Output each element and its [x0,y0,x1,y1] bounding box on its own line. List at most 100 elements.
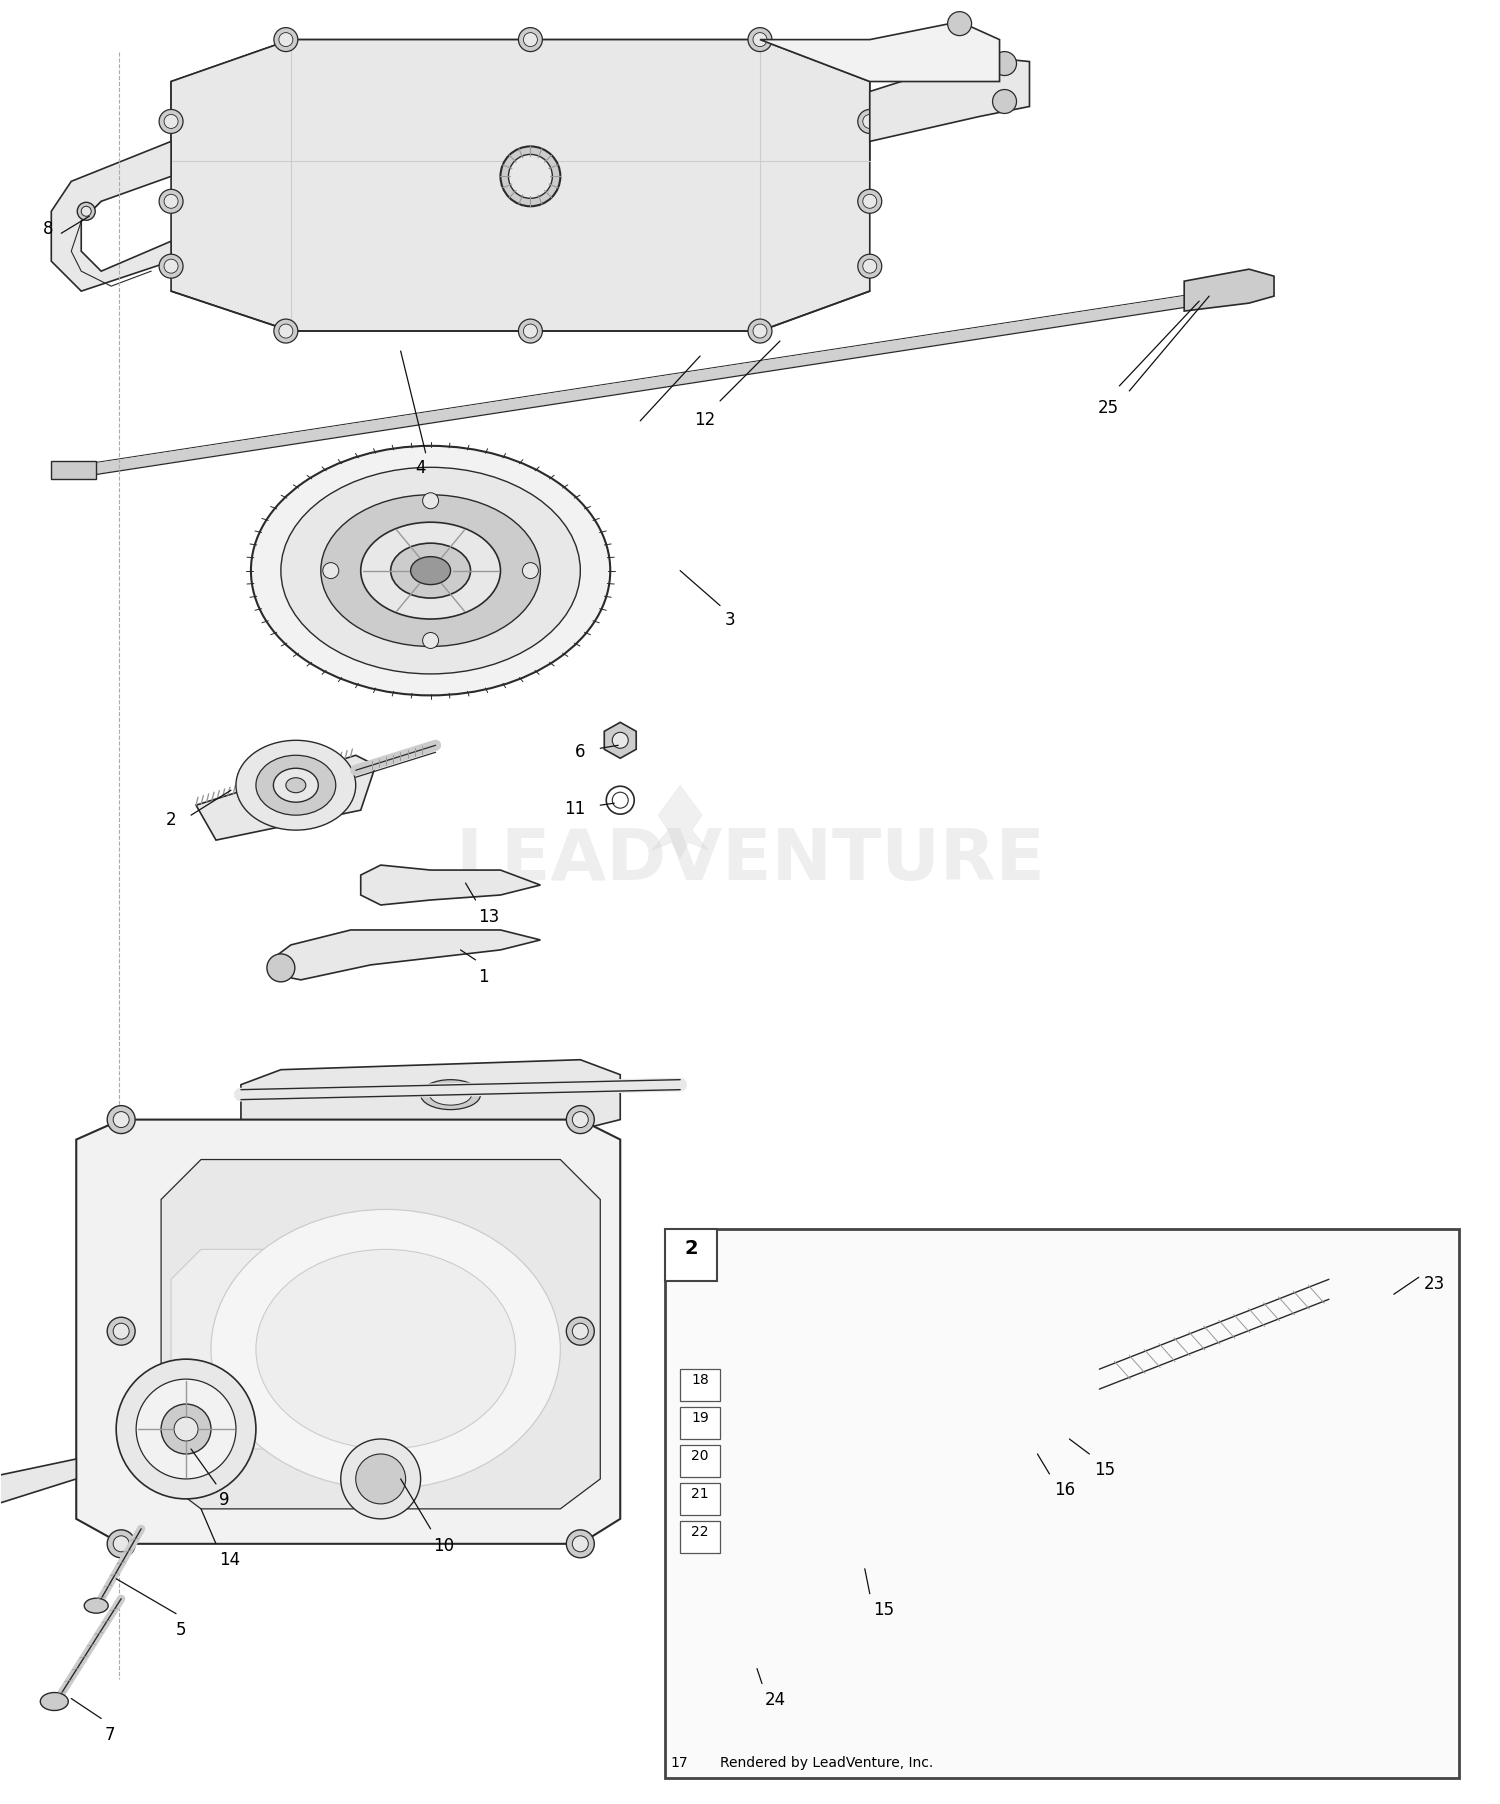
Ellipse shape [236,740,356,830]
Text: 19: 19 [692,1411,709,1425]
Circle shape [174,1418,198,1441]
Text: 14: 14 [219,1551,240,1569]
Circle shape [160,1404,212,1454]
Polygon shape [242,1059,620,1140]
Circle shape [76,202,94,220]
Ellipse shape [251,446,610,695]
Circle shape [159,110,183,133]
Bar [664,1229,1458,1779]
Text: 20: 20 [692,1449,709,1463]
Ellipse shape [256,1250,516,1449]
Polygon shape [171,40,870,202]
Bar [680,1407,720,1440]
Polygon shape [272,929,540,980]
Circle shape [274,319,298,343]
Ellipse shape [286,778,306,792]
Circle shape [279,325,292,337]
Ellipse shape [84,1598,108,1613]
Ellipse shape [360,521,501,619]
Polygon shape [196,756,375,841]
Text: 2: 2 [165,812,176,830]
Text: 15: 15 [873,1600,894,1618]
Ellipse shape [1332,1250,1386,1288]
Circle shape [136,1378,236,1479]
Circle shape [573,1322,588,1339]
Polygon shape [360,866,540,906]
Circle shape [522,563,538,579]
Circle shape [267,954,296,981]
Circle shape [159,254,183,278]
Text: 25: 25 [1098,399,1119,417]
Polygon shape [171,1250,531,1449]
Text: 16: 16 [1054,1481,1076,1499]
Text: 2: 2 [684,1239,698,1259]
Ellipse shape [954,1337,1134,1492]
Circle shape [753,32,766,47]
Text: 9: 9 [219,1490,230,1508]
Ellipse shape [321,494,540,646]
Bar [680,1521,720,1553]
Ellipse shape [960,1369,1100,1488]
Ellipse shape [724,1640,776,1678]
Ellipse shape [770,1479,969,1638]
Circle shape [274,27,298,52]
Text: 3: 3 [724,610,735,628]
Circle shape [993,90,1017,114]
Ellipse shape [716,1633,784,1685]
Ellipse shape [790,1496,950,1622]
Bar [664,1229,717,1281]
Ellipse shape [815,1515,924,1602]
Circle shape [340,1440,420,1519]
Text: 13: 13 [478,907,500,925]
Circle shape [567,1106,594,1133]
Circle shape [112,1322,129,1339]
Bar [680,1483,720,1515]
Text: 24: 24 [765,1690,786,1708]
Circle shape [279,32,292,47]
Ellipse shape [256,756,336,815]
Circle shape [112,1535,129,1551]
Circle shape [993,52,1017,76]
Text: 1: 1 [478,969,489,985]
Circle shape [753,325,766,337]
Circle shape [948,11,972,36]
Polygon shape [652,785,708,859]
Ellipse shape [1383,1257,1419,1281]
Circle shape [112,1111,129,1128]
Circle shape [606,787,634,814]
Text: 18: 18 [692,1373,709,1387]
Circle shape [519,319,543,343]
Circle shape [322,563,339,579]
Text: 8: 8 [44,220,54,238]
Circle shape [423,492,438,509]
Circle shape [159,189,183,213]
Circle shape [524,32,537,47]
Ellipse shape [273,769,318,803]
Ellipse shape [768,1674,802,1699]
Circle shape [862,260,877,272]
Circle shape [573,1111,588,1128]
Circle shape [116,1358,256,1499]
Ellipse shape [920,1335,1140,1524]
Circle shape [612,732,628,749]
Polygon shape [604,722,636,758]
Ellipse shape [211,1209,561,1488]
Circle shape [858,110,882,133]
Polygon shape [760,22,999,81]
Ellipse shape [40,1692,69,1710]
Text: 17: 17 [670,1757,688,1770]
Text: LEADVENTURE: LEADVENTURE [454,826,1046,895]
Circle shape [106,1530,135,1559]
Text: 5: 5 [176,1620,186,1638]
Ellipse shape [280,467,580,675]
Circle shape [164,195,178,207]
Polygon shape [76,1120,620,1544]
Circle shape [748,319,772,343]
Bar [680,1445,720,1477]
Text: 7: 7 [104,1726,114,1744]
Ellipse shape [856,1548,883,1569]
Polygon shape [171,40,870,332]
Ellipse shape [390,543,471,599]
Ellipse shape [411,557,450,584]
Circle shape [519,27,543,52]
